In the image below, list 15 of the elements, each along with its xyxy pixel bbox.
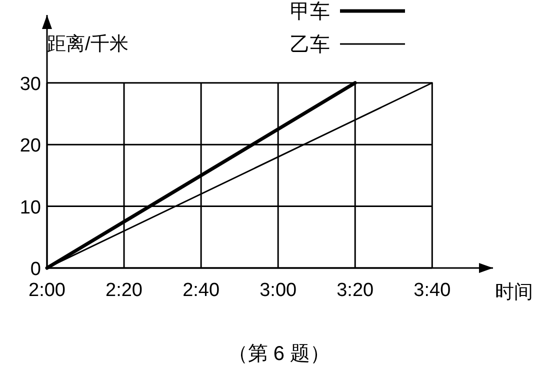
x-tick-label: 3:40	[414, 280, 451, 301]
x-tick-label: 2:40	[182, 280, 220, 301]
x-axis-title: 时间	[495, 282, 533, 303]
y-tick-label: 10	[20, 197, 41, 218]
text: （第 6 题）	[228, 343, 330, 365]
x-tick-label: 2:20	[106, 280, 143, 301]
legend-label: 甲车	[290, 1, 330, 23]
x-tick-label: 3:00	[260, 280, 297, 301]
y-tick-label: 30	[20, 74, 41, 95]
legend-label: 乙车	[290, 34, 330, 56]
y-axis-title: 距离/千米	[47, 33, 128, 55]
x-tick-label: 2:00	[28, 280, 66, 301]
y-tick-label: 20	[20, 136, 41, 157]
x-tick-label: 3:20	[336, 280, 374, 301]
y-tick-label: 0	[30, 259, 41, 280]
